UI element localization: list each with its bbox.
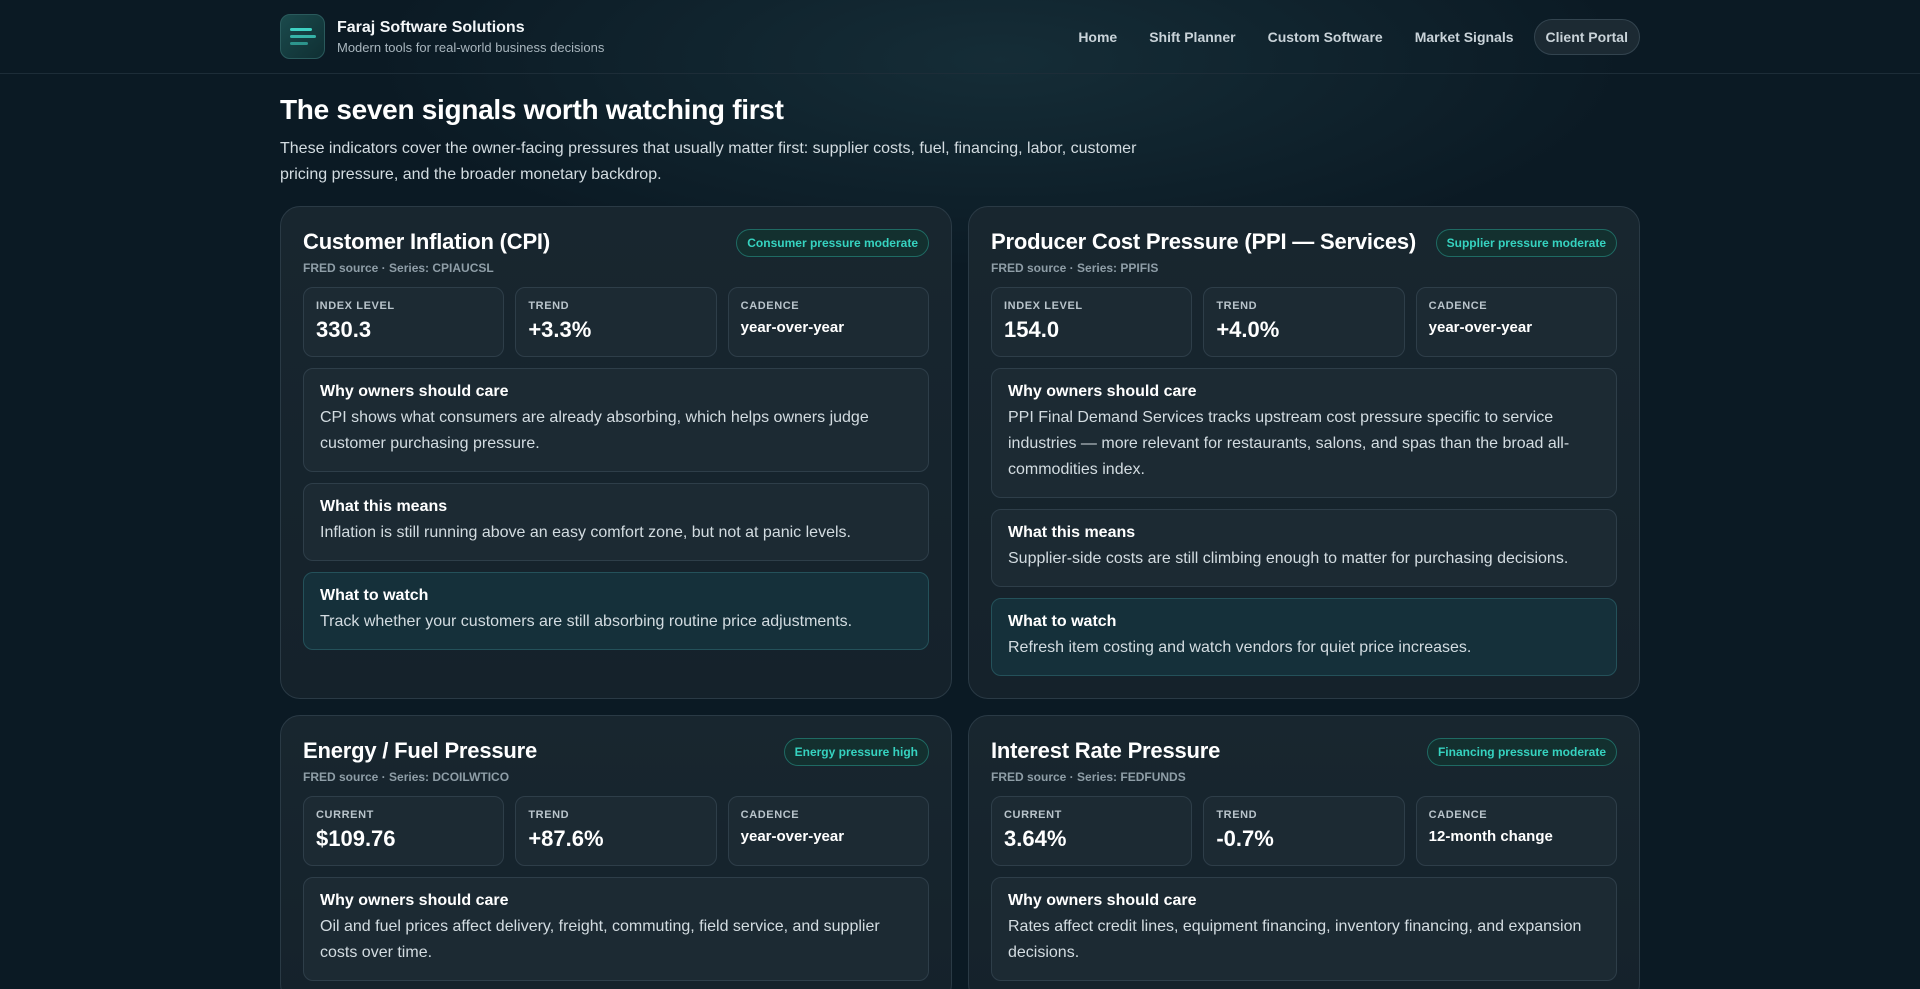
metric-trend: TREND +4.0% [1203,287,1405,357]
metric-index-level: INDEX LEVEL 154.0 [991,287,1193,357]
metric-label: TREND [1216,809,1258,821]
metric-value: $109.76 [316,826,396,851]
metric-value: year-over-year [1428,319,1533,336]
metrics-row: CURRENT $109.76 TREND +87.6% CADENCE yea… [303,796,929,866]
means-block: What this means Supplier-side costs are … [991,509,1617,587]
brand-tagline: Modern tools for real-world business dec… [337,39,605,55]
client-portal-button[interactable]: Client Portal [1533,18,1640,55]
why-block: Why owners should care PPI Final Demand … [991,368,1617,498]
why-block: Why owners should care CPI shows what co… [303,368,929,472]
metric-current: CURRENT $109.76 [303,796,505,866]
card-title: Energy / Fuel Pressure [303,738,538,763]
metric-value: -0.7% [1216,826,1274,851]
brand[interactable]: Faraj Software Solutions Modern tools fo… [280,14,604,59]
block-title: Why owners should care [1008,383,1197,400]
block-text: Inflation is still running above an easy… [320,524,851,541]
metric-value: 12-month change [1428,828,1553,845]
brand-name: Faraj Software Solutions [337,18,525,36]
watch-block: What to watch Refresh item costing and w… [991,598,1617,676]
page-description: These indicators cover the owner-facing … [280,140,1137,183]
metric-value: +3.3% [528,317,592,342]
why-block: Why owners should care Rates affect cred… [991,877,1617,981]
metric-value: year-over-year [740,319,845,336]
means-block: What this means Inflation is still runni… [303,483,929,561]
metric-label: CADENCE [1428,809,1488,821]
metric-value: 330.3 [316,317,372,342]
metric-cadence: CADENCE 12-month change [1415,796,1617,866]
block-text: CPI shows what consumers are already abs… [320,409,869,452]
metrics-row: INDEX LEVEL 330.3 TREND +3.3% CADENCE ye… [303,287,929,357]
why-block: Why owners should care Oil and fuel pric… [303,877,929,981]
block-title: What this means [320,498,448,515]
block-text: Track whether your customers are still a… [320,613,853,630]
intro-section: The seven signals worth watching first T… [0,74,1920,188]
metric-label: CADENCE [1428,300,1488,312]
metric-label: CADENCE [740,809,800,821]
metric-label: TREND [528,809,570,821]
block-text: Refresh item costing and watch vendors f… [1008,639,1472,656]
metric-current: CURRENT 3.64% [991,796,1193,866]
status-badge: Financing pressure moderate [1426,738,1617,766]
metric-label: CURRENT [316,809,374,821]
metric-value: +87.6% [528,826,604,851]
metric-index-level: INDEX LEVEL 330.3 [303,287,505,357]
signal-card-energy: Energy / Fuel Pressure FRED source · Ser… [280,715,952,989]
site-header: Faraj Software Solutions Modern tools fo… [0,0,1920,74]
metrics-row: INDEX LEVEL 154.0 TREND +4.0% CADENCE ye… [991,287,1617,357]
nav-home[interactable]: Home [1078,28,1118,45]
metric-trend: TREND +87.6% [515,796,717,866]
metric-trend: TREND -0.7% [1203,796,1405,866]
metric-cadence: CADENCE year-over-year [1415,287,1617,357]
status-badge: Consumer pressure moderate [736,229,929,257]
signal-card-ppi: Producer Cost Pressure (PPI — Services) … [968,206,1640,699]
metrics-row: CURRENT 3.64% TREND -0.7% CADENCE 12-mon… [991,796,1617,866]
card-source: FRED source · Series: CPIAUCSL [303,261,494,275]
block-text: Oil and fuel prices affect delivery, fre… [320,918,880,961]
signal-card-cpi: Customer Inflation (CPI) FRED source · S… [280,206,952,699]
block-title: What to watch [1008,613,1117,630]
block-title: What to watch [320,587,429,604]
metric-label: INDEX LEVEL [316,300,395,312]
logo-icon [280,14,325,59]
metric-value: 3.64% [1004,826,1067,851]
metric-value: +4.0% [1216,317,1280,342]
block-text: Supplier-side costs are still climbing e… [1008,550,1569,567]
status-badge: Energy pressure high [783,738,929,766]
signal-card-interest-rate: Interest Rate Pressure FRED source · Ser… [968,715,1640,989]
card-title: Customer Inflation (CPI) [303,229,550,254]
page-title: The seven signals worth watching first [280,94,784,125]
metric-label: TREND [1216,300,1258,312]
nav-shift-planner[interactable]: Shift Planner [1149,28,1236,45]
block-title: What this means [1008,524,1136,541]
nav-custom-software[interactable]: Custom Software [1267,28,1383,45]
card-title: Interest Rate Pressure [991,738,1221,763]
metric-trend: TREND +3.3% [515,287,717,357]
signals-grid: Customer Inflation (CPI) FRED source · S… [0,188,1920,989]
metric-cadence: CADENCE year-over-year [727,796,929,866]
metric-label: INDEX LEVEL [1004,300,1083,312]
card-title: Producer Cost Pressure (PPI — Services) [991,229,1417,254]
metric-label: CURRENT [1004,809,1062,821]
block-title: Why owners should care [320,892,509,909]
block-text: Rates affect credit lines, equipment fin… [1008,918,1582,961]
metric-cadence: CADENCE year-over-year [727,287,929,357]
block-title: Why owners should care [1008,892,1197,909]
block-text: PPI Final Demand Services tracks upstrea… [1008,409,1570,478]
card-source: FRED source · Series: DCOILWTICO [303,770,510,784]
watch-block: What to watch Track whether your custome… [303,572,929,650]
nav-market-signals[interactable]: Market Signals [1414,28,1514,45]
card-source: FRED source · Series: PPIFIS [991,261,1159,275]
main-nav: Home Shift Planner Custom Software Marke… [1066,18,1640,55]
card-source: FRED source · Series: FEDFUNDS [991,770,1186,784]
block-title: Why owners should care [320,383,509,400]
metric-value: 154.0 [1004,317,1060,342]
metric-label: CADENCE [740,300,800,312]
metric-value: year-over-year [740,828,845,845]
status-badge: Supplier pressure moderate [1435,229,1617,257]
metric-label: TREND [528,300,570,312]
